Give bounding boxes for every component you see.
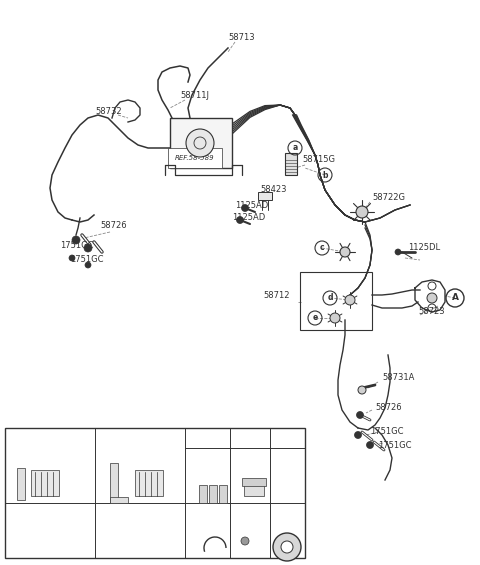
Circle shape (357, 411, 363, 419)
Text: 1751GC: 1751GC (60, 241, 94, 250)
Text: 58755C: 58755C (137, 490, 164, 496)
Circle shape (273, 533, 301, 561)
Text: 58722G: 58722G (372, 193, 405, 202)
Circle shape (186, 129, 214, 157)
Text: 58755: 58755 (13, 455, 35, 461)
Text: c: c (320, 244, 324, 253)
Circle shape (355, 432, 361, 438)
Text: 58723: 58723 (418, 307, 444, 316)
Text: 58755B: 58755B (103, 453, 130, 459)
Bar (170, 118, 232, 168)
Circle shape (427, 293, 437, 303)
Bar (31, 470, 59, 496)
Circle shape (72, 236, 80, 244)
Text: b: b (100, 433, 106, 439)
Bar (110, 497, 128, 503)
Text: e: e (312, 314, 318, 323)
Bar (285, 153, 297, 175)
Text: 41634: 41634 (248, 435, 270, 441)
Circle shape (281, 541, 293, 553)
Circle shape (241, 537, 249, 545)
Text: 1751GC: 1751GC (370, 428, 404, 437)
Text: 1125AD: 1125AD (232, 214, 265, 223)
Circle shape (278, 537, 286, 545)
Circle shape (395, 249, 401, 255)
Bar (219, 485, 227, 503)
Circle shape (345, 295, 355, 305)
Text: REF.58-589: REF.58-589 (175, 155, 215, 161)
Bar (300, 272, 372, 330)
Text: 58732: 58732 (95, 107, 121, 116)
Text: 58753: 58753 (203, 510, 225, 516)
Circle shape (367, 441, 373, 449)
Text: 58712: 58712 (264, 290, 290, 299)
Circle shape (84, 244, 92, 252)
Bar (209, 485, 217, 503)
Text: 1751GC: 1751GC (378, 441, 411, 450)
Circle shape (358, 386, 366, 394)
Text: 58713: 58713 (228, 33, 254, 42)
Text: A: A (452, 293, 458, 302)
Text: c: c (191, 435, 195, 441)
Bar (5, 428, 305, 558)
Bar (135, 470, 163, 496)
Circle shape (241, 205, 249, 211)
Text: 58726: 58726 (100, 220, 127, 229)
Text: 58731A: 58731A (382, 373, 414, 383)
Bar (17, 468, 25, 500)
Bar (258, 192, 272, 200)
Text: 58711J: 58711J (180, 90, 209, 99)
Text: d: d (235, 435, 240, 441)
Text: a: a (11, 433, 15, 439)
Bar (110, 463, 118, 503)
Text: 1751GC: 1751GC (70, 255, 104, 264)
Text: b: b (322, 171, 328, 180)
Text: d: d (327, 293, 333, 302)
Circle shape (69, 255, 75, 261)
Text: 1123AN: 1123AN (224, 510, 252, 516)
Bar (242, 478, 266, 486)
Text: e: e (191, 510, 195, 516)
Circle shape (330, 313, 340, 323)
Text: 58715G: 58715G (302, 155, 335, 164)
Text: 1125AD: 1125AD (235, 201, 268, 210)
Circle shape (340, 247, 350, 257)
Circle shape (356, 206, 368, 218)
Text: 1125DL: 1125DL (408, 244, 440, 253)
Text: 58672: 58672 (278, 510, 300, 516)
Circle shape (237, 216, 243, 224)
Text: 58726: 58726 (375, 403, 402, 412)
Text: a: a (292, 144, 298, 153)
Text: 1123AM: 1123AM (264, 510, 292, 516)
Bar (244, 480, 264, 496)
Bar (199, 485, 207, 503)
Circle shape (85, 262, 91, 268)
Text: 58755C: 58755C (30, 490, 57, 496)
Text: 58423: 58423 (260, 185, 287, 194)
Text: 58755C: 58755C (203, 435, 230, 441)
